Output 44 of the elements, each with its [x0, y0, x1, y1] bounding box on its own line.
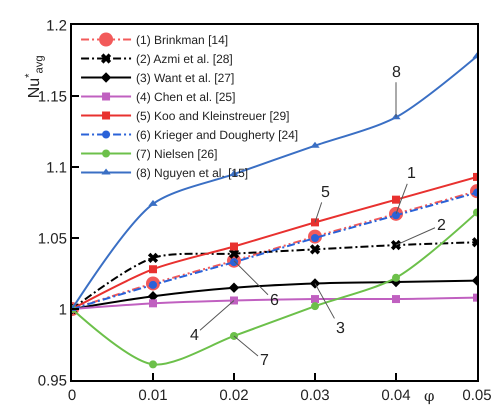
annotation: 2 — [437, 217, 446, 234]
x-tick-label: 0.01 — [138, 387, 168, 404]
x-tick-label: 0.05 — [462, 387, 492, 404]
legend-label: (5) Koo and Kleinstreuer [29] — [136, 109, 290, 124]
y-tick-label: 0.95 — [38, 372, 67, 390]
point — [148, 252, 158, 263]
y-tick-label: 1.2 — [46, 17, 67, 34]
point — [392, 295, 400, 304]
point — [149, 265, 157, 274]
point — [311, 295, 319, 304]
legend-label: (1) Brinkman [14] — [136, 33, 228, 48]
annotation: 1 — [407, 165, 416, 182]
point — [149, 360, 157, 368]
point — [390, 240, 402, 250]
annotation: 8 — [392, 64, 401, 81]
y-tick-label: 1.1 — [46, 159, 67, 176]
legend-label: (4) Chen et al. [25] — [136, 90, 236, 104]
x-axis-title: φ — [424, 387, 435, 405]
point — [310, 278, 320, 289]
y-tick-label: 1.05 — [38, 230, 67, 248]
point — [311, 218, 319, 226]
x-tick-label: 0.04 — [381, 387, 411, 404]
point — [310, 244, 320, 254]
point — [392, 196, 400, 204]
annotation: 7 — [260, 352, 269, 369]
point — [230, 332, 238, 340]
point — [149, 299, 157, 308]
annotation: 4 — [190, 327, 199, 344]
point — [392, 274, 400, 282]
point — [230, 242, 238, 251]
legend-label: (6) Krieger and Dougherty [24] — [136, 128, 298, 142]
legend-label: (2) Azmi et al. [28] — [136, 52, 233, 66]
x-tick-label: 0 — [68, 387, 76, 404]
legend-label: (7) Nielsen [26] — [136, 147, 218, 162]
point — [228, 282, 240, 293]
x-tick-label: 0.03 — [300, 387, 330, 404]
annotation: 5 — [321, 184, 330, 201]
x-tick-label: 0.02 — [219, 387, 249, 404]
point — [311, 302, 319, 310]
legend-label: (3) Want et al. [27] — [136, 71, 234, 86]
y-tick-label: 1.15 — [38, 88, 67, 106]
y-tick-label: 1 — [58, 301, 67, 318]
point — [230, 296, 238, 304]
annotation: 3 — [336, 320, 345, 337]
